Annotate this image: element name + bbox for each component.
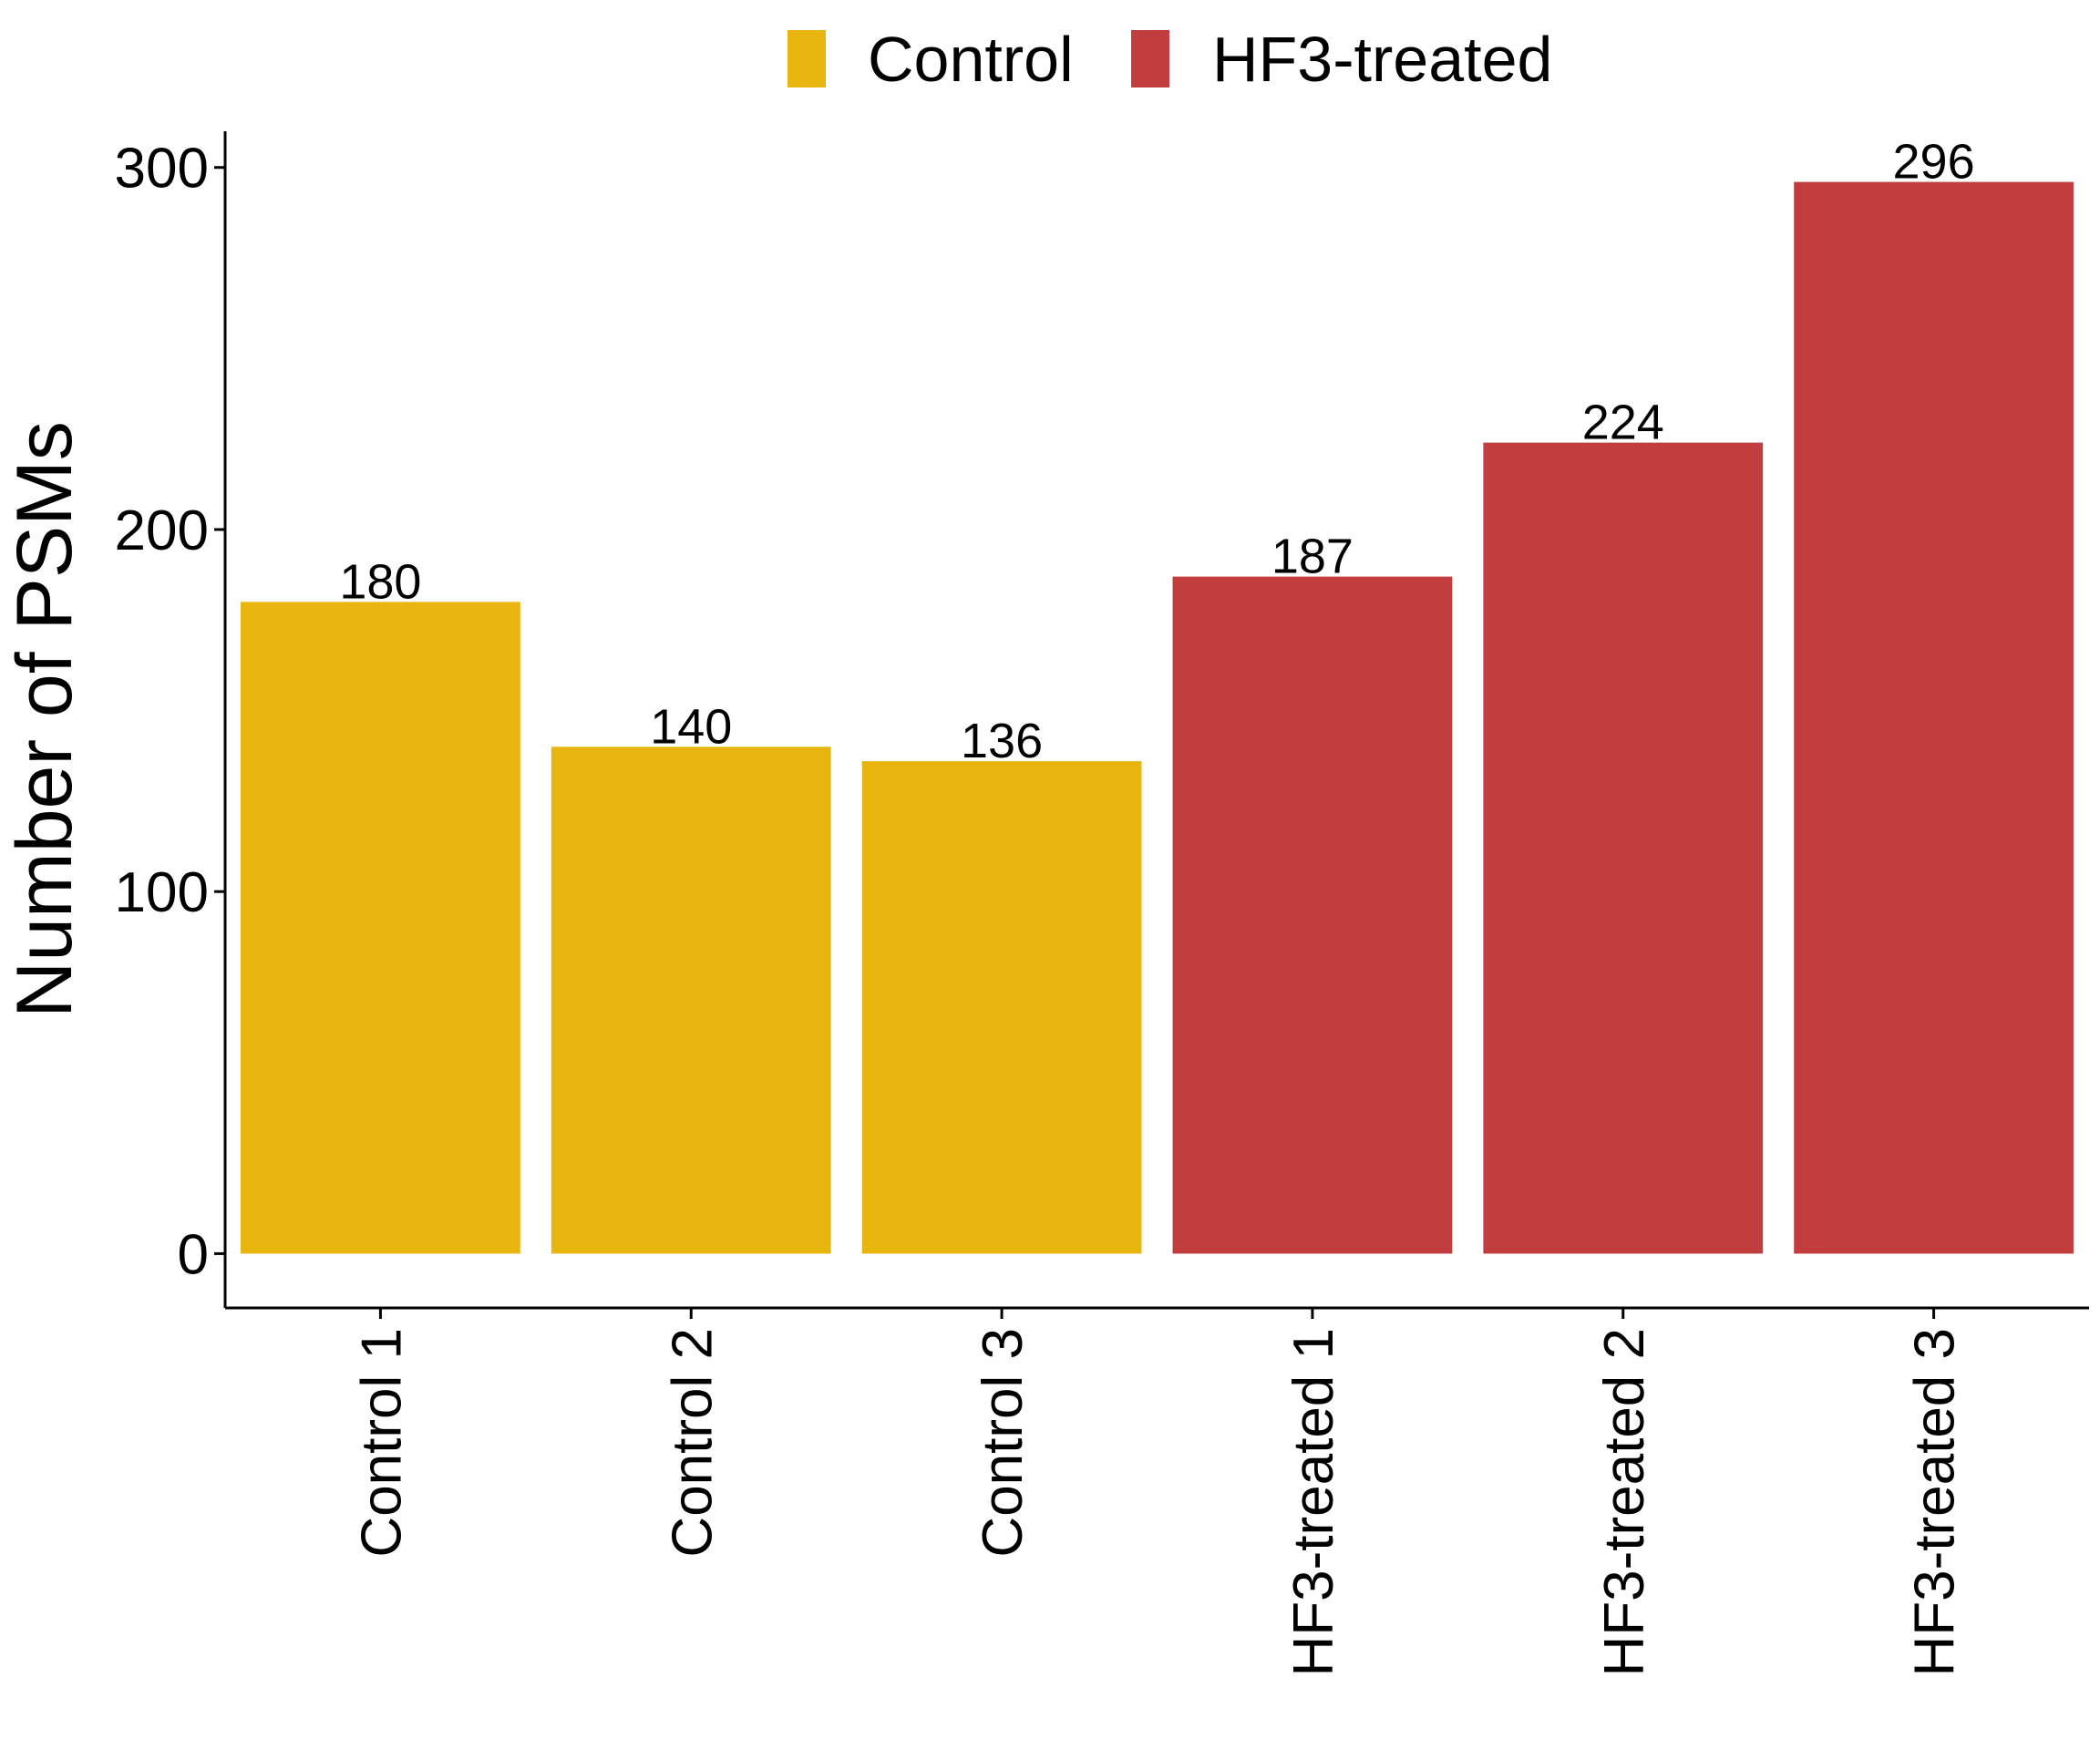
x-tick-label-hf3-treated-3: HF3-treated 3: [1904, 1328, 1967, 1677]
y-ticks: 0 100 200 300: [115, 138, 225, 1286]
y-axis-title: Number of PSMs: [1, 421, 88, 1018]
bar-control-2: [551, 746, 831, 1254]
x-tick-label-hf3-treated-2: HF3-treated 2: [1593, 1328, 1656, 1677]
bar-control-3: [861, 761, 1142, 1254]
legend-swatch-control: [788, 30, 826, 88]
bars: [241, 181, 2074, 1254]
y-tick-label-0: 0: [178, 1223, 209, 1286]
data-label-control-1: 180: [339, 554, 421, 609]
legend-swatch-hf3-treated: [1131, 30, 1169, 88]
x-tick-label-control-3: Control 3: [972, 1328, 1035, 1558]
data-labels: 180 140 136 187 224 296: [339, 135, 1974, 769]
y-tick-label-300: 300: [115, 138, 209, 201]
data-label-hf3-treated-2: 224: [1582, 396, 1664, 450]
y-tick-label-100: 100: [115, 861, 209, 924]
legend: Control HF3-treated: [788, 24, 1552, 95]
data-label-control-3: 136: [961, 714, 1043, 768]
y-tick-label-200: 200: [115, 499, 209, 562]
x-ticks: Control 1 Control 2 Control 3 HF3-treated 1…: [350, 1308, 1967, 1677]
bar-hf3-treated-2: [1483, 442, 1764, 1254]
data-label-hf3-treated-1: 187: [1271, 530, 1354, 584]
legend-label-hf3-treated: HF3-treated: [1212, 24, 1552, 95]
legend-label-control: Control: [868, 24, 1074, 95]
bar-hf3-treated-3: [1794, 181, 2074, 1254]
data-label-control-2: 140: [650, 699, 732, 754]
axes: [223, 131, 2089, 1310]
bar-control-1: [241, 602, 520, 1254]
data-label-hf3-treated-3: 296: [1893, 135, 1975, 190]
bar-hf3-treated-1: [1172, 576, 1453, 1254]
x-tick-label-control-1: Control 1: [350, 1328, 413, 1558]
x-tick-label-control-2: Control 2: [661, 1328, 724, 1558]
x-tick-label-hf3-treated-1: HF3-treated 1: [1282, 1328, 1345, 1677]
